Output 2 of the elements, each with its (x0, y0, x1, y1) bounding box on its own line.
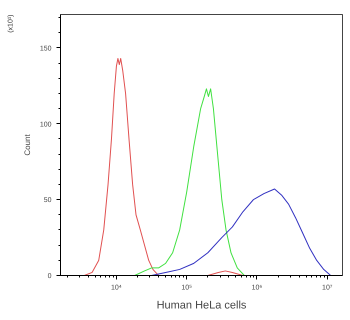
x-axis-title: Human HeLa cells (156, 300, 247, 312)
y-axis-title: Count (22, 134, 32, 156)
